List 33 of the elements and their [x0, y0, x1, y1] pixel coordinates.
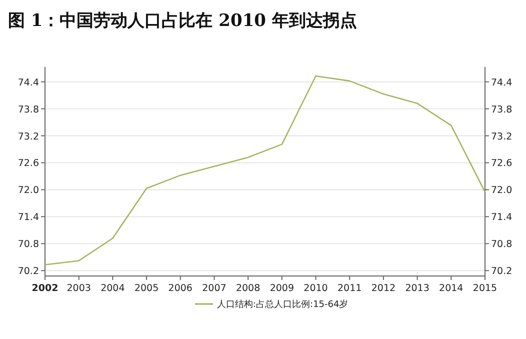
y-tick-label: 71.4 — [18, 212, 39, 224]
x-tick-label: 2012 — [371, 283, 396, 294]
y2-tick-label: 72.6 — [491, 158, 512, 170]
legend-label: 人口结构:占总人口比例:15-64岁 — [217, 299, 348, 310]
line-series — [44, 75, 486, 266]
x-tick-label: 2013 — [405, 283, 430, 294]
x-tick-label: 2014 — [439, 283, 464, 294]
y2-tick-label: 73.2 — [491, 131, 512, 142]
y2-tick-label: 73.8 — [491, 104, 512, 116]
y-tick-label: 73.8 — [18, 104, 39, 116]
x-tick-label: 2009 — [270, 283, 294, 294]
y-tick-label: 72.0 — [18, 185, 39, 196]
y-tick-label: 70.2 — [18, 266, 39, 278]
x-tick-label: 2006 — [168, 283, 192, 294]
y-tick-label: 70.8 — [18, 239, 39, 250]
y-tick-label: 74.4 — [18, 77, 39, 88]
x-tick-label: 2007 — [202, 283, 226, 294]
y-tick-label: 73.2 — [18, 131, 39, 142]
chart-title: 图 1：中国劳动人口占比在 2010 年到达拐点 — [8, 11, 357, 31]
x-tick-label: 2011 — [338, 283, 362, 294]
y2-tick-label: 72.0 — [491, 185, 512, 196]
x-tick-label: 2002 — [32, 283, 58, 294]
y2-tick-label: 70.8 — [491, 239, 512, 250]
y2-tick-label: 71.4 — [491, 212, 512, 224]
x-tick-label: 2015 — [472, 283, 498, 294]
x-tick-label: 2008 — [236, 283, 260, 294]
x-tick-label: 2004 — [100, 283, 125, 294]
y2-tick-label: 70.2 — [491, 266, 512, 278]
y-tick-label: 72.6 — [18, 158, 39, 170]
y2-tick-label: 74.4 — [491, 77, 512, 88]
x-tick-label: 2005 — [134, 283, 159, 294]
x-tick-label: 2003 — [66, 283, 91, 294]
x-tick-label: 2010 — [304, 283, 328, 294]
